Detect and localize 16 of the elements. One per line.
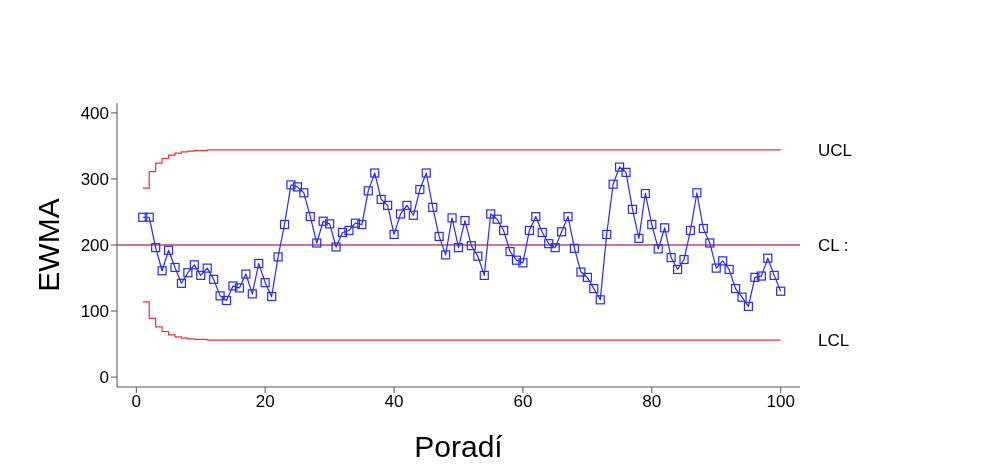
y-tick-label: 200 <box>80 236 109 256</box>
x-tick-label: 60 <box>513 392 533 412</box>
ref-line-label: CL : <box>818 236 849 256</box>
y-tick-label: 300 <box>80 169 109 189</box>
x-tick-label: 40 <box>384 392 404 412</box>
y-tick-label: 400 <box>80 103 109 123</box>
text: UCL <box>818 140 853 160</box>
x-tick-label: 80 <box>642 392 662 412</box>
x-tick-label: 20 <box>255 392 275 412</box>
x-tick-label: 100 <box>766 392 795 412</box>
x-tick-label: 0 <box>131 392 142 412</box>
y-axis-title: EWMA <box>31 198 65 292</box>
y-tick-label: 100 <box>80 302 109 322</box>
x-axis-title: Poradí <box>414 430 504 463</box>
y-tick-label: 0 <box>99 368 109 388</box>
text: LCL <box>818 331 850 351</box>
